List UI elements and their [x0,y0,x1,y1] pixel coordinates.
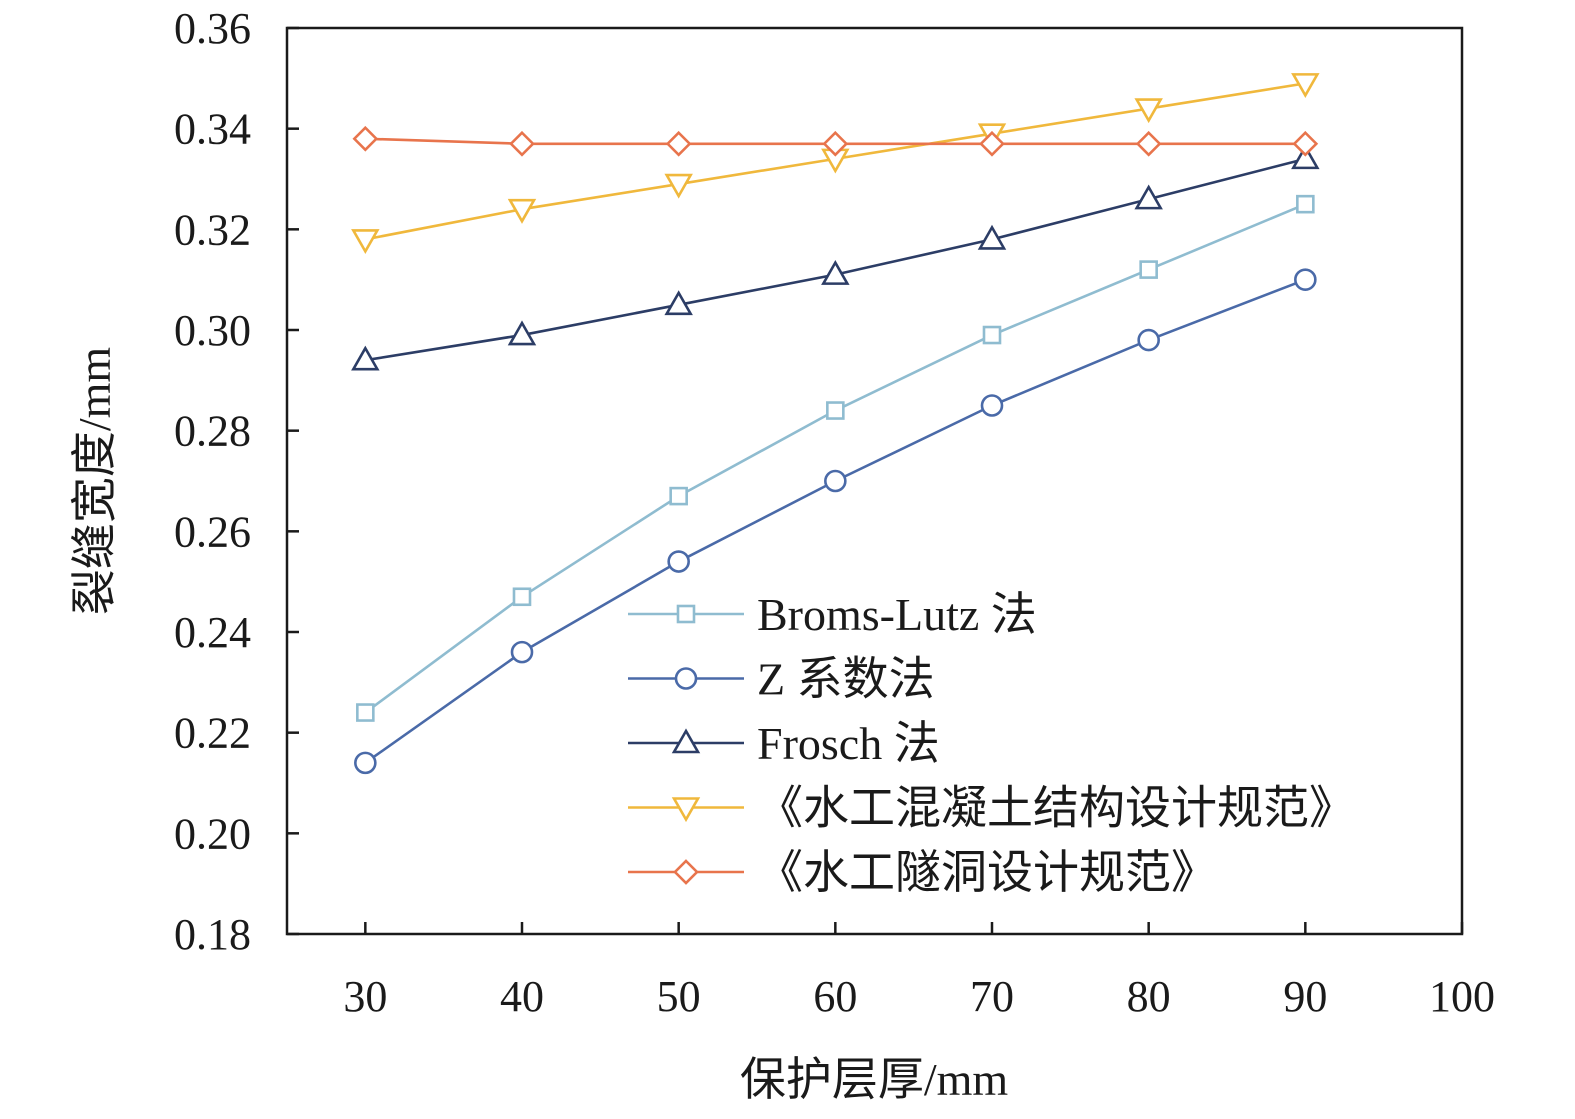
data-point [1134,98,1163,124]
x-tick-label: 50 [657,972,701,1021]
x-tick-label: 40 [500,972,544,1021]
data-point [512,587,532,607]
data-point [509,130,535,157]
y-tick-label: 0.24 [174,608,251,657]
legend-swatch-marker [673,859,699,885]
series-layer [351,73,1320,775]
legend-label: Z 系数法 [757,654,935,705]
x-tick-label: 80 [1127,972,1171,1021]
data-point [982,325,1002,345]
x-tick-label: 100 [1429,972,1495,1021]
legend-swatch-marker [674,667,698,690]
x-tick-label: 30 [343,972,387,1021]
y-tick-label: 0.20 [174,809,251,858]
data-point [977,224,1007,250]
y-tick-label: 0.30 [174,306,251,355]
series-diamond [352,125,1319,157]
legend-label: 《水工隧洞设计规范》 [757,847,1217,898]
series-line [365,157,1306,362]
series-circle [354,268,1317,775]
data-point [1296,194,1315,214]
data-point [665,130,692,157]
data-point [824,469,847,493]
data-point [352,125,379,152]
x-tick-label: 60 [813,972,857,1021]
legend-swatch-marker [671,728,701,754]
data-point [510,640,534,664]
data-point [507,198,537,224]
data-point [354,751,377,775]
data-point [667,550,690,573]
y-tick-label: 0.22 [174,709,251,758]
data-point [1292,130,1319,157]
data-point [1291,144,1320,170]
data-point [822,130,849,157]
data-point [1137,328,1160,352]
y-tick-label: 0.28 [174,407,251,456]
data-point [356,703,375,722]
data-point [1291,73,1320,98]
y-tick-label: 0.34 [174,105,251,154]
x-tick-label: 70 [970,972,1014,1021]
data-point [821,260,850,285]
data-point [351,345,380,371]
legend-label: 《水工混凝土结构设计规范》 [757,783,1355,834]
data-point [1139,260,1158,279]
data-point [1294,268,1317,291]
series-triangle-down [351,73,1320,255]
y-axis-label: 裂缝宽度/mm [69,347,120,616]
y-axis-ticks: 0.18 0.20 0.22 0.24 0.26 0.28 0.30 0.32 0.34 0.36 [174,4,299,959]
data-point [979,130,1005,157]
data-point [664,173,693,199]
data-point [826,401,845,420]
x-axis-label: 保护层厚/mm [740,1054,1009,1105]
y-tick-label: 0.26 [174,507,251,556]
plot-frame [285,26,1464,936]
y-tick-label: 0.36 [174,4,251,53]
data-point [980,394,1004,417]
data-point [507,320,537,346]
data-point [1135,130,1162,157]
data-point [664,290,693,316]
legend-label: Broms-Lutz 法 [757,589,1037,640]
series-triangle-up [351,144,1320,371]
legend-label: Frosch 法 [757,718,940,769]
x-tick-label: 90 [1283,972,1327,1021]
legend-swatch-marker [676,604,696,624]
y-tick-label: 0.18 [174,910,251,959]
data-point [351,229,380,255]
data-point [669,486,688,506]
legend: Broms-Lutz 法 Z 系数法 Frosch 法《水工混凝土结构设计规范》《水… [628,589,1355,898]
series-square [356,194,1315,722]
x-axis-ticks: 30 40 50 60 70 80 90 100 [343,922,1495,1021]
y-tick-label: 0.32 [174,205,251,254]
data-point [1134,184,1163,210]
legend-swatch-marker [671,797,701,823]
